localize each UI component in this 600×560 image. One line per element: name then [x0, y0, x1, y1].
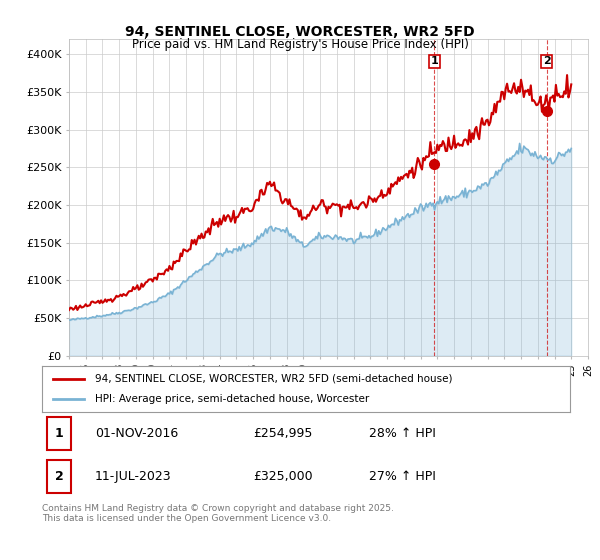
Text: 94, SENTINEL CLOSE, WORCESTER, WR2 5FD (semi-detached house): 94, SENTINEL CLOSE, WORCESTER, WR2 5FD (…	[95, 374, 452, 384]
Text: Price paid vs. HM Land Registry's House Price Index (HPI): Price paid vs. HM Land Registry's House …	[131, 38, 469, 51]
Text: 1: 1	[55, 427, 64, 440]
Text: Contains HM Land Registry data © Crown copyright and database right 2025.
This d: Contains HM Land Registry data © Crown c…	[42, 504, 394, 524]
Text: 2: 2	[55, 470, 64, 483]
Text: 27% ↑ HPI: 27% ↑ HPI	[370, 470, 436, 483]
Text: 11-JUL-2023: 11-JUL-2023	[95, 470, 172, 483]
Text: HPI: Average price, semi-detached house, Worcester: HPI: Average price, semi-detached house,…	[95, 394, 369, 404]
Text: 94, SENTINEL CLOSE, WORCESTER, WR2 5FD: 94, SENTINEL CLOSE, WORCESTER, WR2 5FD	[125, 25, 475, 39]
Text: 1: 1	[431, 57, 439, 66]
FancyBboxPatch shape	[47, 460, 71, 493]
FancyBboxPatch shape	[47, 417, 71, 450]
Text: £254,995: £254,995	[253, 427, 313, 440]
Text: 01-NOV-2016: 01-NOV-2016	[95, 427, 178, 440]
Text: £325,000: £325,000	[253, 470, 313, 483]
Text: 2: 2	[543, 57, 551, 66]
Text: 28% ↑ HPI: 28% ↑ HPI	[370, 427, 436, 440]
